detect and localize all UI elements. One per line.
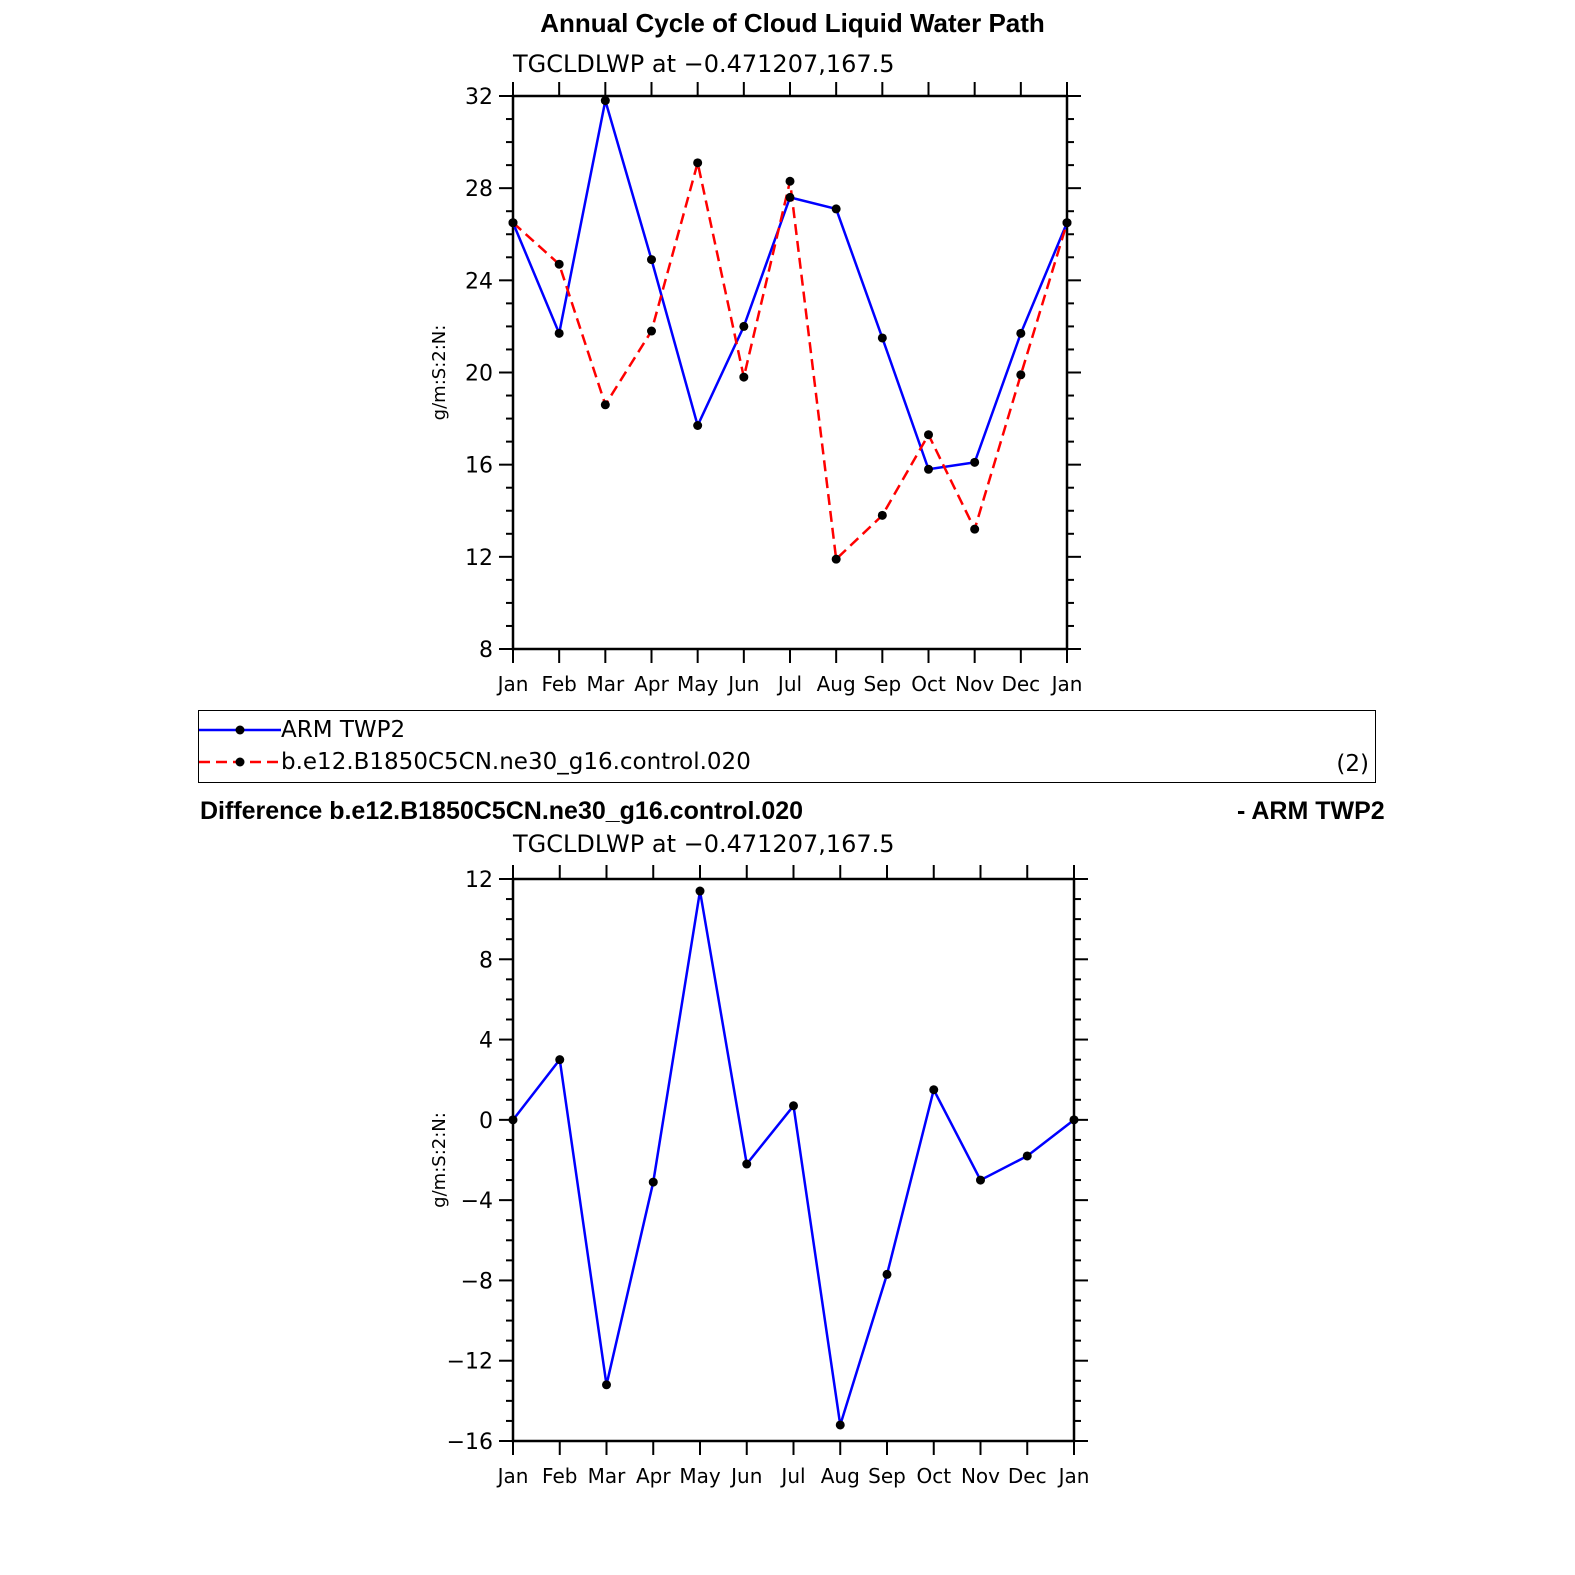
panel1-plot-frame — [511, 877, 1076, 1443]
panel1-ylabel: g/m:S:2:N: — [429, 1112, 450, 1208]
panel1-series-0-point — [555, 1055, 565, 1065]
panel0-series-0-point — [785, 192, 795, 202]
panel1-ytick-label: −12 — [447, 1350, 493, 1375]
panel0-xtick-label: Jan — [1050, 672, 1083, 696]
panel1-series-0-point — [1022, 1151, 1032, 1161]
bottom-chart-title-left: Difference b.e12.B1850C5CN.ne30_g16.cont… — [200, 797, 804, 825]
panel1-xtick-label: Apr — [636, 1464, 671, 1488]
legend-label-arm: ARM TWP2 — [281, 717, 406, 743]
legend: ARM TWP2 b.e12.B1850C5CN.ne30_g16.contro… — [198, 710, 1376, 783]
legend-label-model: b.e12.B1850C5CN.ne30_g16.control.020 — [281, 749, 751, 775]
panel1-series-0-point — [742, 1159, 752, 1169]
legend-entry-arm: ARM TWP2 — [199, 715, 1375, 745]
panel1-series-0-point — [789, 1101, 798, 1111]
panel0-xtick-label: Aug — [817, 672, 856, 696]
panel0-series-0-point — [970, 457, 980, 467]
panel0-series-1-point — [600, 400, 610, 410]
panel1-ytick-label: 8 — [479, 948, 493, 973]
panel0-xtick-label: Apr — [634, 672, 669, 696]
panel0-series-0-point — [924, 464, 933, 474]
panel0-series-1-point — [924, 430, 933, 440]
panel0-series-0-point — [647, 255, 656, 265]
panel0-series-1-point — [508, 218, 518, 228]
panel0-series-1-point — [970, 524, 980, 534]
panel1-xtick-label: Jan — [496, 1464, 529, 1488]
panel0-ytick-label: 32 — [465, 85, 493, 110]
panel0-ytick-label: 20 — [465, 362, 493, 387]
panel0-xtick-label: Mar — [586, 672, 625, 696]
panel0-series-1-point — [1016, 370, 1026, 380]
panel1-series-0-point — [1069, 1115, 1079, 1125]
top-chart-subtitle: TGCLDLWP at −0.471207,167.5 — [513, 50, 895, 78]
panel0-series-0-point — [600, 96, 610, 106]
panel0-ytick-label: 12 — [465, 546, 493, 571]
panel0-series-1-point — [554, 259, 564, 269]
panel0-series-1-point — [647, 326, 656, 336]
panel0-xtick-label: May — [677, 672, 719, 696]
panel0-ytick-label: 28 — [465, 177, 493, 202]
legend-swatch-arm — [199, 725, 281, 735]
panel0-series-1-point — [1062, 218, 1072, 228]
panel1-xtick-label: Sep — [868, 1464, 906, 1488]
panel1-series-0-point — [835, 1420, 845, 1430]
panel1-series-0-point — [929, 1085, 939, 1095]
panel1-ytick-label: 0 — [479, 1109, 493, 1134]
panel1-xtick-label: Jan — [1057, 1464, 1090, 1488]
panel0-xtick-label: Dec — [1001, 672, 1040, 696]
panel1-ytick-label: −8 — [461, 1269, 493, 1294]
panel0-series-0-point — [1016, 328, 1026, 338]
panel1-xtick-label: Jun — [729, 1464, 762, 1488]
panel0-xtick-label: Jul — [776, 672, 802, 696]
legend-page-tag: (2) — [1336, 751, 1369, 777]
panel1-xtick-label: Oct — [916, 1464, 951, 1488]
panel1-xtick-label: Mar — [588, 1464, 627, 1488]
panel0-xtick-label: Sep — [863, 672, 901, 696]
panel1-xtick-label: Aug — [821, 1464, 860, 1488]
bottom-chart-title-right: - ARM TWP2 — [1237, 797, 1385, 825]
panel0-series-1-point — [693, 158, 703, 168]
panel0-ytick-label: 8 — [479, 638, 493, 663]
panel1-series-0-point — [508, 1115, 518, 1125]
panel0-series-1-point — [831, 554, 841, 564]
panel0-xtick-label: Oct — [911, 672, 946, 696]
panel1-xtick-label: Dec — [1008, 1464, 1047, 1488]
panel0-series-0-point — [554, 328, 564, 338]
panel1-ytick-label: 4 — [479, 1029, 493, 1054]
panel1-xtick-label: May — [679, 1464, 721, 1488]
panel1-series-0-point — [882, 1269, 892, 1279]
panel1-series-0-line — [512, 890, 1075, 1426]
panel0-xtick-label: Feb — [541, 672, 576, 696]
panel0-series-0-point — [877, 333, 887, 343]
panel0-series-0-point — [739, 321, 749, 331]
panel1-xtick-label: Nov — [961, 1464, 1000, 1488]
panel0-series-0-point — [693, 420, 703, 430]
panel1-series-0-point — [976, 1175, 985, 1185]
panel0-ytick-label: 16 — [465, 454, 493, 479]
panel0-series-1-point — [739, 372, 749, 382]
panel0-ylabel: g/m:S:2:N: — [429, 325, 450, 421]
panel0-ytick-label: 24 — [465, 269, 493, 294]
panel1-ytick-label: −16 — [447, 1430, 493, 1455]
panel1-series-0-point — [695, 886, 705, 896]
legend-entry-model: b.e12.B1850C5CN.ne30_g16.control.020 — [199, 747, 1375, 777]
panel1-ytick-label: −4 — [461, 1189, 493, 1214]
top-plot-area: 8 12 16 20 24 28 32 Jan Feb Mar Apr May Jun Jul Aug Sep… — [429, 82, 1083, 696]
panel1-series-0-point — [648, 1177, 658, 1187]
panel1-ytick-label: 12 — [465, 868, 493, 893]
panel1-series-0-point — [602, 1380, 611, 1390]
legend-swatch-model — [199, 757, 281, 767]
panel0-series-0-point — [831, 204, 841, 214]
panel0-xtick-label: Jan — [496, 672, 529, 696]
panel1-xtick-label: Jul — [779, 1464, 805, 1488]
panel1-xtick-label: Feb — [542, 1464, 577, 1488]
bottom-chart-subtitle: TGCLDLWP at −0.471207,167.5 — [513, 830, 895, 858]
panel0-series-1-point — [877, 510, 887, 520]
panel0-series-1-point — [785, 176, 795, 186]
panel0-xtick-label: Jun — [726, 672, 759, 696]
top-chart-title: Annual Cycle of Cloud Liquid Water Path — [540, 8, 1045, 38]
panel0-xtick-label: Nov — [955, 672, 994, 696]
